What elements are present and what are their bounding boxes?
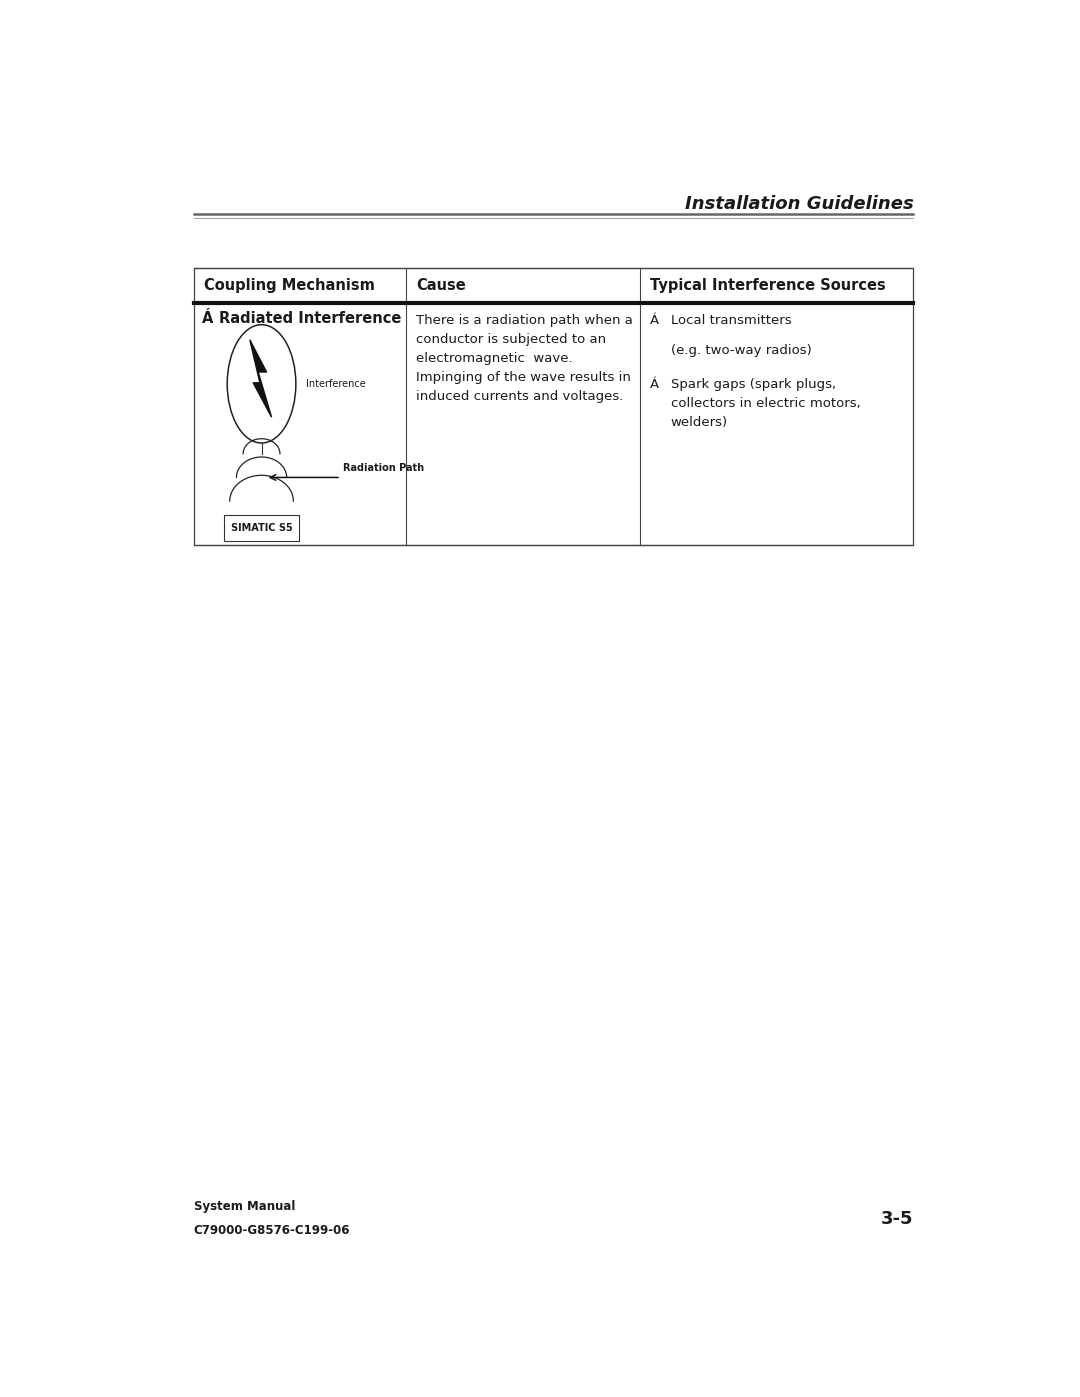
Polygon shape [249,339,271,418]
Text: Cause: Cause [416,278,465,293]
Text: Á: Á [650,379,659,391]
Text: (e.g. two-way radios): (e.g. two-way radios) [671,344,811,358]
Text: SIMATIC S5: SIMATIC S5 [231,522,293,534]
Text: C79000-G8576-C199-06: C79000-G8576-C199-06 [193,1224,350,1236]
Text: Interference: Interference [306,379,366,388]
Text: Á: Á [202,310,214,326]
Text: Local transmitters: Local transmitters [671,314,792,327]
Ellipse shape [227,324,296,443]
Text: Typical Interference Sources: Typical Interference Sources [650,278,886,293]
Bar [224,515,299,541]
Text: Coupling Mechanism: Coupling Mechanism [204,278,375,293]
Text: Radiation Path: Radiation Path [342,464,423,474]
Bar [193,268,914,545]
Text: Spark gaps (spark plugs,
collectors in electric motors,
welders): Spark gaps (spark plugs, collectors in e… [671,379,861,429]
Text: Installation Guidelines: Installation Guidelines [685,196,914,214]
Text: Á: Á [650,314,659,327]
Text: There is a radiation path when a
conductor is subjected to an
electromagnetic  w: There is a radiation path when a conduct… [416,314,633,402]
Text: Radiated Interference: Radiated Interference [218,310,401,326]
Text: System Manual: System Manual [193,1200,295,1213]
Text: 3-5: 3-5 [881,1210,914,1228]
